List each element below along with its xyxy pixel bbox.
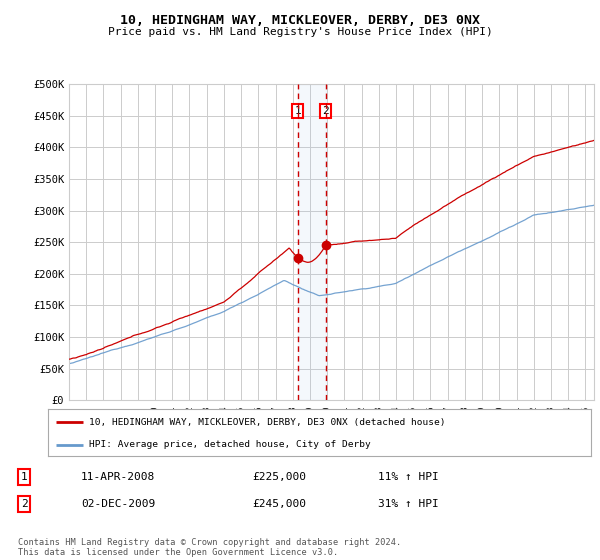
Text: Price paid vs. HM Land Registry's House Price Index (HPI): Price paid vs. HM Land Registry's House … bbox=[107, 27, 493, 37]
Bar bbox=[298, 84, 326, 400]
Text: Contains HM Land Registry data © Crown copyright and database right 2024.
This d: Contains HM Land Registry data © Crown c… bbox=[18, 538, 401, 557]
Text: 11% ↑ HPI: 11% ↑ HPI bbox=[378, 472, 439, 482]
Text: 11-APR-2008: 11-APR-2008 bbox=[81, 472, 155, 482]
Text: 2: 2 bbox=[20, 499, 28, 509]
Text: 10, HEDINGHAM WAY, MICKLEOVER, DERBY, DE3 0NX: 10, HEDINGHAM WAY, MICKLEOVER, DERBY, DE… bbox=[120, 14, 480, 27]
Text: 31% ↑ HPI: 31% ↑ HPI bbox=[378, 499, 439, 509]
Text: 2: 2 bbox=[322, 106, 329, 116]
Text: 1: 1 bbox=[20, 472, 28, 482]
Text: £245,000: £245,000 bbox=[252, 499, 306, 509]
Text: 02-DEC-2009: 02-DEC-2009 bbox=[81, 499, 155, 509]
Text: HPI: Average price, detached house, City of Derby: HPI: Average price, detached house, City… bbox=[89, 440, 370, 449]
Text: 10, HEDINGHAM WAY, MICKLEOVER, DERBY, DE3 0NX (detached house): 10, HEDINGHAM WAY, MICKLEOVER, DERBY, DE… bbox=[89, 418, 445, 427]
Text: 1: 1 bbox=[294, 106, 301, 116]
Text: £225,000: £225,000 bbox=[252, 472, 306, 482]
